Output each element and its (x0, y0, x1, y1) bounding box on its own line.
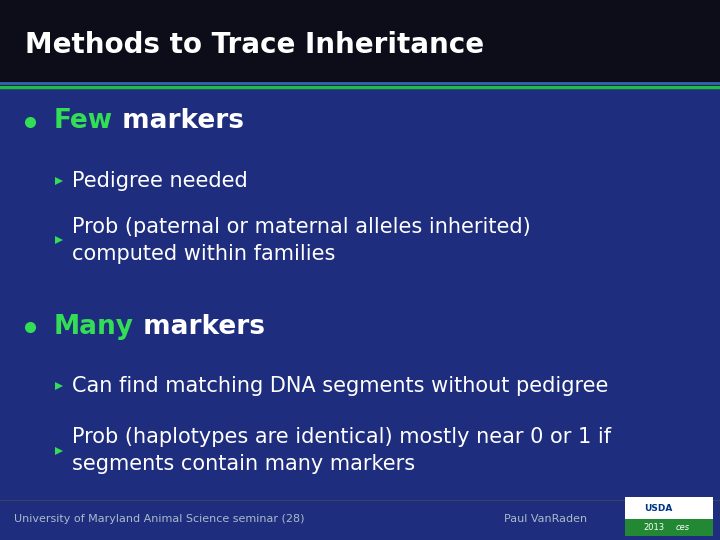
Text: 2013: 2013 (643, 523, 664, 532)
Text: USDA: USDA (644, 504, 673, 513)
Text: Pedigree needed: Pedigree needed (72, 171, 248, 191)
Text: markers: markers (134, 314, 265, 340)
Bar (0, 0, 720, 89)
Text: markers: markers (113, 109, 244, 134)
Text: University of Maryland Animal Science seminar (28): University of Maryland Animal Science se… (14, 515, 305, 524)
Text: Paul VanRaden: Paul VanRaden (504, 515, 587, 524)
Text: Many: Many (54, 314, 134, 340)
Text: Prob (paternal or maternal alleles inherited)
computed within families: Prob (paternal or maternal alleles inher… (72, 217, 531, 264)
Text: Prob (haplotypes are identical) mostly near 0 or 1 if
segments contain many mark: Prob (haplotypes are identical) mostly n… (72, 427, 611, 475)
Text: Methods to Trace Inheritance: Methods to Trace Inheritance (25, 31, 485, 58)
Text: Few: Few (54, 109, 113, 134)
Text: ces: ces (675, 523, 690, 532)
Bar (625, 519, 713, 536)
Text: Can find matching DNA segments without pedigree: Can find matching DNA segments without p… (72, 376, 608, 396)
Bar (625, 497, 713, 536)
Bar (0, 89, 720, 540)
